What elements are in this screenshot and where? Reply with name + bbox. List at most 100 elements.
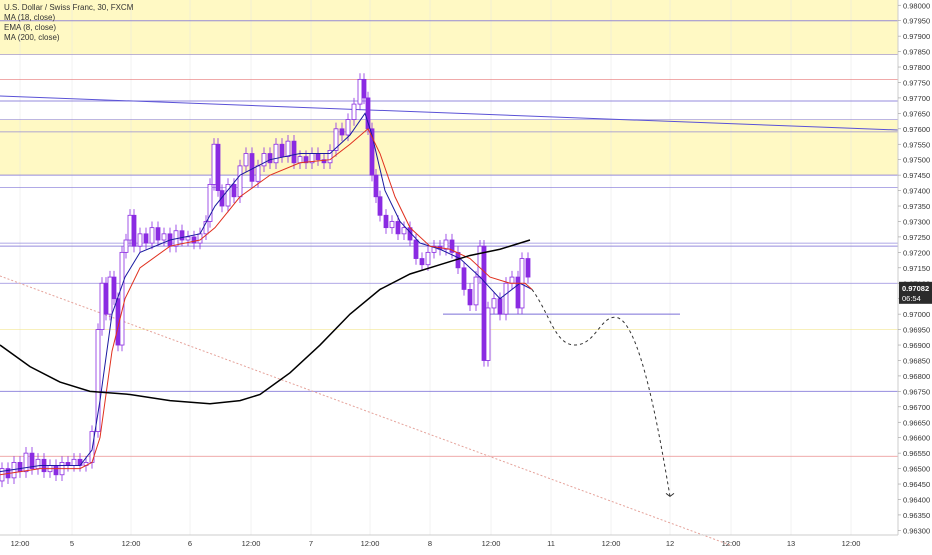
candle-body — [449, 239, 455, 253]
candle-body — [77, 458, 83, 466]
candle-body — [481, 245, 487, 361]
legend-ma18: MA (18, close) — [4, 13, 56, 22]
candle-body — [137, 233, 143, 247]
ma18-line — [0, 112, 533, 473]
candle-body — [467, 289, 473, 306]
candle-body — [431, 245, 437, 253]
y-tick-label: 0.97800 — [903, 63, 930, 72]
candle-body — [373, 174, 379, 198]
y-tick-label: 0.97700 — [903, 94, 930, 103]
candle-body — [71, 458, 77, 466]
candle-body — [155, 227, 161, 241]
candle-body — [443, 239, 449, 250]
legend-ma200: MA (200, close) — [4, 33, 60, 42]
candle-body — [149, 227, 155, 244]
y-tick-label: 0.97450 — [903, 171, 930, 180]
candle-body — [361, 78, 367, 99]
candle-body — [297, 156, 303, 164]
candle-body — [35, 458, 41, 469]
y-tick-label: 0.97900 — [903, 32, 930, 41]
y-tick-label: 0.97750 — [903, 78, 930, 87]
candle-body — [29, 452, 35, 469]
candle-body — [321, 159, 327, 164]
candle-body — [95, 329, 101, 432]
candle-body — [345, 119, 351, 136]
chart-title: U.S. Dollar / Swiss Franc, 30, FXCM — [4, 3, 134, 12]
y-tick-label: 0.97550 — [903, 140, 930, 149]
candle-body — [377, 196, 383, 216]
chart-legend: U.S. Dollar / Swiss Franc, 30, FXCM MA (… — [4, 3, 133, 43]
y-tick-label: 0.96700 — [903, 403, 930, 412]
x-tick-label: 12:00 — [722, 539, 741, 548]
candle-body — [389, 221, 395, 229]
candle-body — [515, 276, 521, 309]
candle-body — [401, 227, 407, 235]
candle-body — [419, 258, 425, 266]
ema8-line — [0, 128, 533, 476]
y-tick-label: 0.97000 — [903, 310, 930, 319]
countdown-label: 06:54 — [902, 294, 921, 303]
candle-body — [461, 267, 467, 290]
candle-body — [273, 143, 279, 164]
candle-body — [477, 245, 483, 278]
y-tick-label: 0.97350 — [903, 202, 930, 211]
candle-body — [215, 143, 221, 191]
candle-body — [383, 214, 389, 229]
y-tick-label: 0.96650 — [903, 418, 930, 427]
y-tick-label: 0.96750 — [903, 387, 930, 396]
candle-body — [231, 184, 237, 198]
candle-body — [127, 214, 133, 241]
y-tick-label: 0.96800 — [903, 372, 930, 381]
candle-body — [491, 298, 497, 309]
candle-body — [161, 233, 167, 241]
y-tick-label: 0.96550 — [903, 449, 930, 458]
candle-body — [203, 221, 209, 235]
candle-body — [279, 143, 285, 158]
candle-body — [249, 153, 255, 182]
candle-body — [53, 465, 59, 476]
candle-body — [267, 153, 273, 164]
candle-body — [485, 307, 491, 361]
y-tick-label: 0.97650 — [903, 109, 930, 118]
y-tick-label: 0.97250 — [903, 233, 930, 242]
candle-body — [351, 103, 357, 120]
y-tick-label: 0.96450 — [903, 480, 930, 489]
x-tick-label: 12:00 — [242, 539, 261, 548]
x-tick-label: 12:00 — [482, 539, 501, 548]
y-tick-label: 0.97500 — [903, 156, 930, 165]
x-tick-label: 13 — [787, 539, 795, 548]
candle-body — [179, 230, 185, 241]
y-tick-label: 0.96300 — [903, 526, 930, 535]
projection-path — [531, 289, 671, 497]
candle-body — [369, 128, 375, 176]
projection-arrowhead — [665, 492, 675, 498]
y-tick-label: 0.97950 — [903, 17, 930, 26]
candle-body — [243, 153, 249, 167]
y-tick-label: 0.96600 — [903, 434, 930, 443]
x-tick-label: 12:00 — [122, 539, 141, 548]
supply-zone-top — [0, 0, 898, 21]
candle-body — [207, 184, 213, 222]
last-price-label: 0.97082 — [902, 284, 929, 293]
x-tick-label: 12:00 — [361, 539, 380, 548]
candle-body — [525, 258, 531, 278]
supply-zone-0 — [0, 20, 898, 55]
candle-body — [143, 233, 149, 244]
candle-body — [333, 128, 339, 151]
candle-body — [17, 462, 23, 473]
y-tick-label: 0.96950 — [903, 326, 930, 335]
supply-zone-1 — [0, 119, 898, 176]
y-tick-label: 0.97200 — [903, 248, 930, 257]
y-tick-label: 0.97600 — [903, 125, 930, 134]
ma200-line — [0, 239, 531, 405]
candle-body — [131, 214, 137, 247]
candle-body — [395, 221, 401, 235]
candle-body — [261, 153, 267, 167]
candle-body — [425, 251, 431, 266]
candle-body — [509, 276, 515, 284]
y-tick-label: 0.97400 — [903, 187, 930, 196]
y-tick-label: 0.96350 — [903, 511, 930, 520]
y-axis-panel — [898, 0, 932, 550]
